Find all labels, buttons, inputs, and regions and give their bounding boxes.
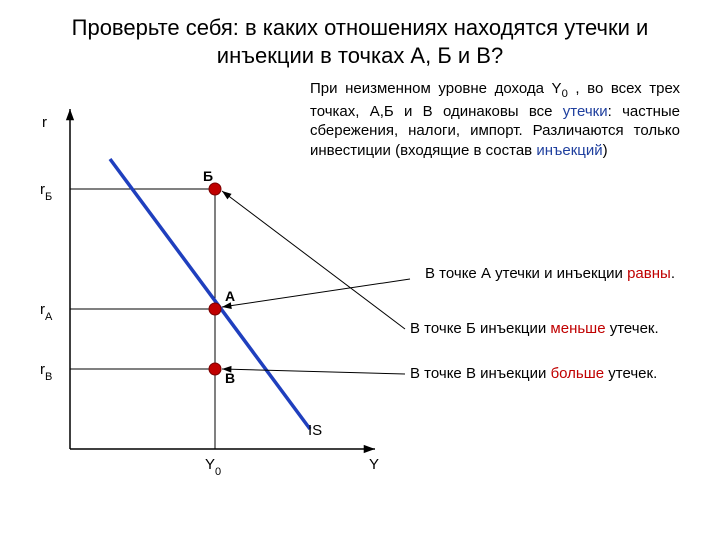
note-highlight: равны (627, 265, 671, 282)
para-highlight: утечки (563, 103, 608, 120)
svg-text:Y0: Y0 (205, 456, 221, 478)
note-text: . (671, 265, 675, 282)
page-title: Проверьте себя: в каких отношениях наход… (0, 0, 720, 69)
explanation-paragraph: При неизменном уровне дохода Y0 , во все… (310, 79, 680, 160)
note-point-a: В точке А утечки и инъекции равны. (420, 264, 680, 284)
note-text: В точке А утечки и инъекции (425, 265, 627, 282)
svg-text:В: В (225, 370, 235, 386)
note-text: В точке Б инъекции (410, 320, 550, 337)
svg-text:r: r (42, 114, 47, 131)
note-highlight: меньше (550, 320, 605, 337)
note-highlight: больше (551, 365, 605, 382)
para-text: ) (603, 142, 608, 159)
svg-text:А: А (225, 288, 235, 304)
note-text: утечек. (604, 365, 657, 382)
svg-text:rБ: rБ (40, 181, 52, 203)
note-text: утечек. (606, 320, 659, 337)
note-point-v: В точке В инъекции больше утечек. (410, 364, 710, 384)
svg-text:rВ: rВ (40, 361, 52, 383)
svg-text:IS: IS (308, 422, 322, 439)
diagram-area: r YrБ rА rВ Y0 IS Б А В При неизменном уровне до… (0, 69, 720, 529)
svg-text:Б: Б (203, 168, 213, 184)
svg-text:rА: rА (40, 301, 53, 323)
para-text: При неизменном уровне дохода Y (310, 80, 562, 97)
svg-text:Y: Y (369, 456, 379, 473)
note-point-b: В точке Б инъекции меньше утечек. (410, 319, 710, 339)
note-text: В точке В инъекции (410, 365, 551, 382)
para-highlight: инъекций (536, 142, 602, 159)
